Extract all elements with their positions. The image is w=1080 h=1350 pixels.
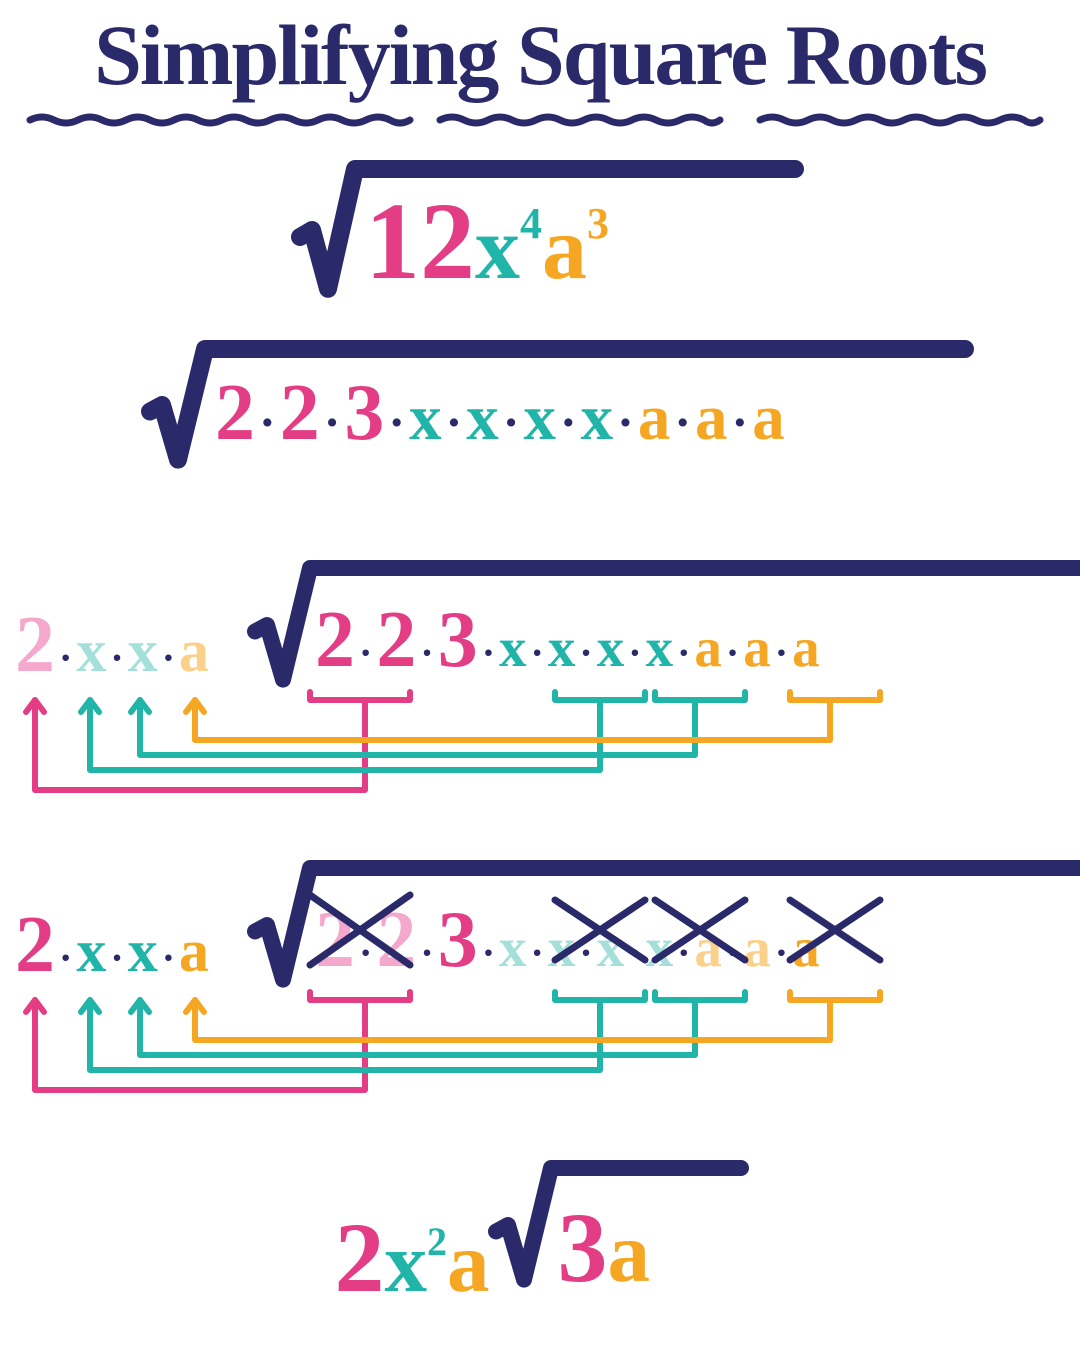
- char-x: x: [548, 916, 576, 979]
- char-a: a: [447, 1214, 490, 1312]
- dot: ·: [527, 629, 548, 676]
- page-title: Simplifying Square Roots: [0, 12, 1080, 98]
- char-a: a: [694, 916, 722, 979]
- dot: ·: [355, 929, 376, 976]
- dot: ·: [55, 934, 76, 981]
- char-2: 2: [335, 1200, 385, 1315]
- char-a: a: [694, 616, 722, 679]
- char-x: x: [499, 916, 527, 979]
- char-a: a: [792, 916, 820, 979]
- dot: ·: [527, 929, 548, 976]
- char-2: 2: [315, 595, 355, 686]
- char-2: 2: [427, 1218, 447, 1265]
- outside-terms: 2x2a: [335, 1200, 490, 1315]
- char-a: a: [743, 616, 771, 679]
- dot: ·: [771, 629, 792, 676]
- dot: ·: [478, 629, 499, 676]
- step-2: 2·2·3·x·x·x·x·a·a·a: [0, 340, 1080, 470]
- radicand: 12x4a3: [365, 178, 609, 305]
- char-3: 3: [438, 895, 478, 986]
- char-x: x: [597, 916, 625, 979]
- char-x: x: [499, 616, 527, 679]
- char-a: a: [608, 1204, 651, 1302]
- char-3: 3: [587, 198, 609, 249]
- radicand: 2·2·3·x·x·x·x·a·a·a: [315, 595, 820, 686]
- char-2: 2: [315, 895, 355, 986]
- outside-terms: 2·x·x·a: [15, 600, 209, 691]
- dot: ·: [320, 393, 345, 451]
- char-a: a: [743, 916, 771, 979]
- char-2: 2: [280, 368, 320, 459]
- char-a: a: [542, 197, 587, 300]
- dot: ·: [499, 393, 524, 451]
- step-4: 2·x·x·a2·2·3·x·x·x·x·a·a·a: [0, 860, 1080, 1000]
- char-x: x: [76, 917, 106, 986]
- dot: ·: [416, 629, 437, 676]
- char-x: x: [548, 616, 576, 679]
- char-x: x: [385, 1214, 428, 1312]
- dot: ·: [255, 393, 280, 451]
- step-5: 2x2a3a: [0, 1170, 1080, 1320]
- dot: ·: [613, 393, 638, 451]
- char-12: 12: [365, 178, 475, 305]
- dot: ·: [771, 929, 792, 976]
- char-3: 3: [438, 595, 478, 686]
- dot: ·: [442, 393, 467, 451]
- dot: ·: [106, 934, 127, 981]
- char-a: a: [695, 381, 728, 456]
- dot: ·: [624, 629, 645, 676]
- outside-terms: 2·x·x·a: [15, 900, 209, 991]
- char-a: a: [752, 381, 785, 456]
- dot: ·: [556, 393, 581, 451]
- dot: ·: [416, 929, 437, 976]
- dot: ·: [575, 629, 596, 676]
- radicand: 3a: [558, 1190, 651, 1305]
- step-1: 12x4a3: [0, 160, 1080, 300]
- dot: ·: [55, 634, 76, 681]
- dot: ·: [728, 393, 753, 451]
- char-x: x: [409, 381, 442, 456]
- char-x: x: [466, 381, 499, 456]
- dot: ·: [384, 393, 409, 451]
- char-2: 2: [376, 895, 416, 986]
- char-x: x: [475, 197, 520, 300]
- char-x: x: [523, 381, 556, 456]
- dot: ·: [478, 929, 499, 976]
- dot: ·: [158, 934, 179, 981]
- char-x: x: [597, 616, 625, 679]
- dot: ·: [575, 929, 596, 976]
- char-x: x: [646, 616, 674, 679]
- char-a: a: [179, 617, 209, 686]
- char-2: 2: [215, 368, 255, 459]
- char-x: x: [76, 617, 106, 686]
- char-x: x: [646, 916, 674, 979]
- dot: ·: [673, 629, 694, 676]
- title-underline: [0, 102, 1080, 142]
- char-x: x: [581, 381, 614, 456]
- char-a: a: [179, 917, 209, 986]
- dot: ·: [624, 929, 645, 976]
- char-2: 2: [15, 600, 55, 691]
- char-x: x: [128, 617, 158, 686]
- char-3: 3: [344, 368, 384, 459]
- dot: ·: [722, 929, 743, 976]
- char-3: 3: [558, 1190, 608, 1305]
- char-a: a: [792, 616, 820, 679]
- dot: ·: [722, 629, 743, 676]
- dot: ·: [158, 634, 179, 681]
- char-2: 2: [376, 595, 416, 686]
- char-a: a: [638, 381, 671, 456]
- char-2: 2: [15, 900, 55, 991]
- char-4: 4: [520, 198, 542, 249]
- title-text: Simplifying Square Roots: [94, 12, 986, 98]
- char-x: x: [128, 917, 158, 986]
- dot: ·: [673, 929, 694, 976]
- dot: ·: [355, 629, 376, 676]
- dot: ·: [670, 393, 695, 451]
- radicand: 2·2·3·x·x·x·x·a·a·a: [315, 895, 820, 986]
- step-3: 2·x·x·a2·2·3·x·x·x·x·a·a·a: [0, 560, 1080, 700]
- radicand: 2·2·3·x·x·x·x·a·a·a: [215, 368, 785, 459]
- dot: ·: [106, 634, 127, 681]
